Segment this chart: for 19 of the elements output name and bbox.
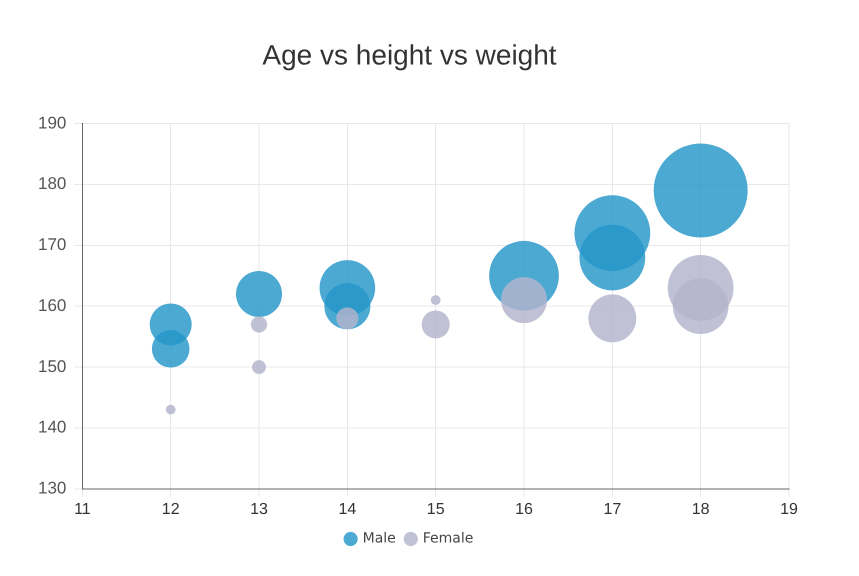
x-tick-label: 11	[74, 500, 91, 518]
y-tick-label: 160	[38, 296, 66, 315]
y-tick-label: 130	[38, 478, 66, 498]
y-tick-label: 180	[38, 174, 66, 194]
x-tick-label: 17	[603, 500, 622, 518]
y-tick-label: 140	[38, 418, 66, 437]
x-tick-label: 15	[426, 500, 445, 518]
x-tick-label: 19	[780, 500, 798, 518]
x-tick-label: 13	[250, 500, 268, 518]
legend-label: Female	[422, 530, 474, 547]
x-tick-label: 16	[515, 500, 534, 518]
x-tick-label: 14	[338, 500, 356, 518]
chart-title: Age vs height vs weight	[262, 40, 557, 71]
x-tick-label: 18	[692, 500, 710, 518]
x-tick-label: 12	[162, 500, 180, 518]
y-tick-label: 190	[38, 113, 66, 132]
legend-label: Male	[362, 530, 396, 547]
y-tick-label: 170	[38, 235, 66, 254]
y-tick-label: 150	[38, 356, 66, 376]
